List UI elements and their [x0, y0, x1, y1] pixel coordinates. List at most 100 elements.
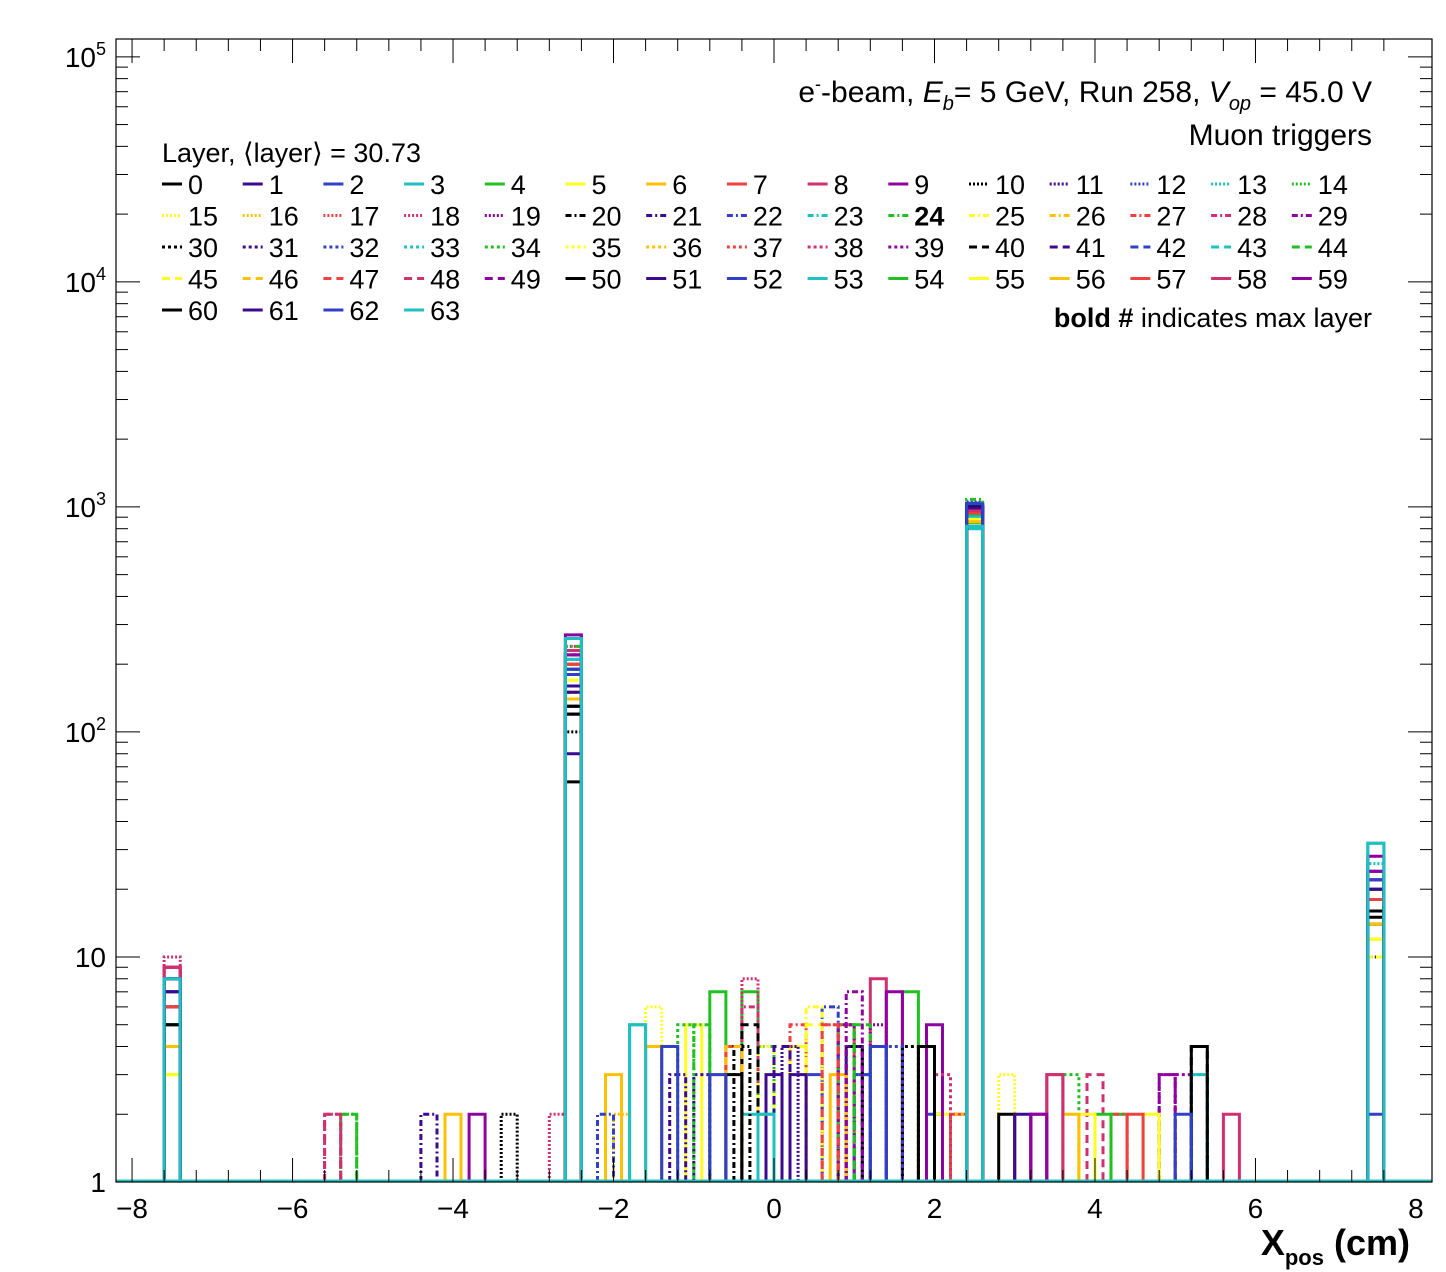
bar-layer-34-5 — [1061, 1073, 1081, 1182]
x-axis-label-sub: pos — [1285, 1245, 1324, 1270]
bar-layer-22-2 — [965, 501, 985, 1182]
bar-layer-36-3 — [1366, 922, 1386, 1182]
bar-layer-11-3 — [1366, 887, 1386, 1182]
bar-layer-31-2 — [965, 507, 985, 1182]
bar-layer-4-2 — [965, 521, 985, 1182]
bar-layer-25-0 — [162, 1073, 182, 1182]
y-tick-exp: 3 — [96, 489, 106, 509]
bar-layer-57-2 — [965, 511, 985, 1182]
x-axis-label-unit: (cm) — [1324, 1222, 1410, 1263]
bar-layer-62-4 — [868, 1045, 888, 1182]
title-beam: -beam, — [821, 76, 923, 109]
legend-label-59: 59 — [1318, 265, 1348, 295]
bar-layer-2-3 — [1366, 1112, 1386, 1182]
bar-layer-29-0 — [162, 990, 182, 1182]
bar-layer-25-1 — [563, 678, 583, 1182]
x-tick-label: −6 — [277, 1193, 309, 1224]
bar-layer-31-4 — [692, 1073, 712, 1182]
legend-label-24: 24 — [914, 202, 944, 232]
bar-layer-38-2 — [965, 509, 985, 1182]
bar-layer-51-0 — [162, 1005, 182, 1182]
bar-layer-33-2 — [965, 515, 985, 1182]
bar-layer-40-4 — [1189, 1045, 1209, 1182]
legend-label-0: 0 — [188, 170, 203, 200]
bar-layer-36-0 — [162, 1045, 182, 1182]
bar-layer-3-1 — [563, 637, 583, 1182]
legend-label-29: 29 — [1318, 202, 1348, 232]
bar-layer-15-5 — [997, 1073, 1017, 1182]
bar-layer-57-3 — [1366, 898, 1386, 1182]
bar-layer-32-1 — [563, 673, 583, 1182]
bar-layer-54-1 — [563, 667, 583, 1182]
bar-layer-63-0 — [162, 977, 182, 1182]
bar-layer-19-2 — [965, 505, 985, 1182]
bar-layer-29-1 — [563, 653, 583, 1182]
bar-layer-21-4 — [419, 1112, 439, 1182]
bar-layer-23-1 — [563, 657, 583, 1182]
bar-layer-4-3 — [1366, 898, 1386, 1182]
legend-label-51: 51 — [672, 265, 702, 295]
bar-layer-49-1 — [563, 653, 583, 1182]
bar-layer-62-5 — [708, 1073, 728, 1182]
legend-label-52: 52 — [753, 265, 783, 295]
bar-layer-52-1 — [563, 673, 583, 1182]
bar-layer-50-4 — [997, 1112, 1017, 1182]
bar-layer-60-2 — [965, 505, 985, 1182]
legend-label-55: 55 — [995, 265, 1025, 295]
bar-layer-18-1 — [563, 644, 583, 1182]
bar-layer-37-3 — [1366, 898, 1386, 1182]
bar-layer-56-5 — [1061, 1112, 1081, 1182]
bar-layer-29-5 — [1157, 1073, 1177, 1182]
bar-layer-6-3 — [1366, 922, 1386, 1182]
bar-layer-4-0 — [162, 1005, 182, 1182]
x-tick-label: 4 — [1087, 1193, 1103, 1224]
bar-layer-44-0 — [162, 1023, 182, 1182]
bar-layer-9-2 — [965, 509, 985, 1182]
bar-layer-0-2 — [965, 515, 985, 1182]
bar-layer-58-4 — [1045, 1073, 1065, 1182]
bar-layer-14-0 — [162, 1023, 182, 1182]
bar-layer-3-2 — [965, 527, 985, 1182]
bar-layer-26-4 — [708, 1073, 728, 1182]
bar-layer-8-2 — [965, 511, 985, 1182]
legend-label-30: 30 — [188, 233, 218, 263]
bar-layer-26-2 — [965, 520, 985, 1182]
title-voltage: = 45.0 V — [1251, 76, 1372, 109]
x-tick-label: −8 — [116, 1193, 148, 1224]
bar-layer-38-1 — [563, 649, 583, 1182]
bar-layer-27-0 — [162, 1005, 182, 1182]
y-tick-label: 105 — [65, 39, 106, 73]
bar-layer-30-0 — [162, 1045, 182, 1182]
bar-layer-52-5 — [1173, 1112, 1193, 1182]
bar-layer-18-5 — [547, 1112, 567, 1182]
bar-layer-56-3 — [1366, 922, 1386, 1182]
bar-layer-10-4 — [499, 1112, 519, 1182]
bar-layer-22-4 — [820, 1005, 840, 1182]
legend-label-4: 4 — [511, 170, 526, 200]
bar-layer-43-2 — [965, 515, 985, 1182]
bar-layer-5-5 — [788, 1045, 808, 1182]
bar-layer-60-3 — [1366, 909, 1386, 1182]
bar-layer-40-0 — [162, 1023, 182, 1182]
x-axis-label: Xpos (cm) — [1261, 1222, 1410, 1270]
bar-layer-61-1 — [563, 684, 583, 1182]
legend-label-33: 33 — [430, 233, 460, 263]
bar-layer-26-3 — [1366, 937, 1386, 1182]
bar-layer-45-3 — [1366, 955, 1386, 1182]
bar-layer-39-0 — [162, 977, 182, 1182]
bar-layer-53-2 — [965, 515, 985, 1182]
bar-layer-63-1 — [563, 637, 583, 1182]
legend-label-11: 11 — [1076, 170, 1104, 200]
x-tick-label: 8 — [1408, 1193, 1424, 1224]
legend-label-62: 62 — [349, 296, 379, 326]
bar-layer-56-4 — [443, 1112, 463, 1182]
bar-layer-4-4 — [708, 990, 728, 1182]
bar-layer-24-3 — [1366, 887, 1386, 1182]
bar-layer-36-4 — [949, 1112, 969, 1182]
bar-layer-25-3 — [1366, 955, 1386, 1182]
bar-layer-50-3 — [1366, 922, 1386, 1182]
bar-layer-31-1 — [563, 690, 583, 1182]
bar-layer-62-2 — [965, 502, 985, 1182]
legend-label-5: 5 — [592, 170, 607, 200]
bar-layer-7-6 — [949, 1112, 969, 1182]
